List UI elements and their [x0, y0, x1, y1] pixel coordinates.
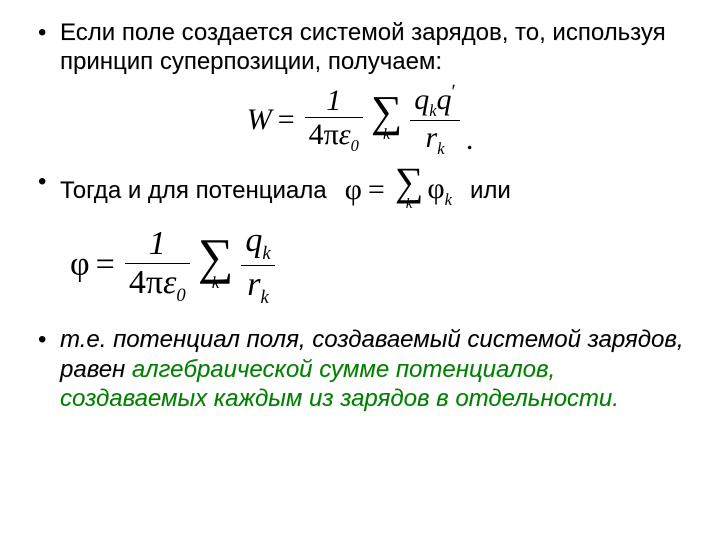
- f1-frac2-num: qkqʹ: [410, 83, 460, 119]
- bullet-1-text: Если поле создается системой зарядов, то…: [60, 19, 666, 75]
- f3-frac2: qk rk: [241, 223, 274, 307]
- f3-sigma: ∑ k: [198, 238, 234, 294]
- formula-3: φ = 1 4πε0 ∑ k qk: [70, 223, 279, 307]
- f3-frac1-den: 4πε0: [125, 265, 190, 305]
- f1-frac1-num: 1: [322, 85, 345, 117]
- bullet-3: т.е. потенциал поля, создаваемый системо…: [32, 325, 688, 413]
- bullet-2-prefix: Тогда и для потенциала: [60, 176, 327, 205]
- bullet-3-green: алгебраической сумме потенциалов, создав…: [60, 356, 619, 412]
- f3-phi: φ: [70, 246, 90, 284]
- f2-phik: φk: [427, 171, 452, 210]
- f1-frac1: 1 4πε0: [305, 85, 363, 155]
- f3-frac1-num: 1: [145, 226, 170, 262]
- f3-frac1: 1 4πε0: [125, 226, 190, 305]
- bullet-2: Тогда и для потенциала φ = ∑ k φk или: [32, 167, 688, 213]
- f1-W: W: [247, 103, 272, 137]
- f1-dot: .: [466, 123, 474, 157]
- f3-frac2-num: qk: [241, 223, 274, 263]
- f1-frac2-den: rk: [422, 122, 449, 157]
- f1-sigma: ∑ k: [371, 95, 402, 144]
- f2-sigma: ∑ k: [395, 167, 424, 213]
- f1-eq: =: [278, 103, 295, 137]
- f2-eq: =: [368, 172, 385, 209]
- f3-eq: =: [96, 246, 115, 284]
- formula-2: φ = ∑ k φk: [345, 167, 452, 213]
- bullet-3-lead: т.е.: [60, 326, 113, 353]
- f3-frac2-den: rk: [243, 267, 273, 307]
- bullet-3-text: т.е. потенциал поля, создаваемый системо…: [60, 326, 684, 412]
- bullet-1: Если поле создается системой зарядов, то…: [32, 18, 688, 77]
- f2-phi: φ: [345, 172, 362, 209]
- formula-1-block: W = 1 4πε0 ∑ k qkqʹ: [32, 83, 688, 158]
- bullet-2-suffix: или: [470, 176, 511, 205]
- f1-frac2: qkqʹ rk: [410, 83, 460, 158]
- formula-1: W = 1 4πε0 ∑ k qkqʹ: [247, 83, 474, 158]
- formula-3-block: φ = 1 4πε0 ∑ k qk: [32, 223, 688, 307]
- f1-frac1-den: 4πε0: [305, 119, 363, 154]
